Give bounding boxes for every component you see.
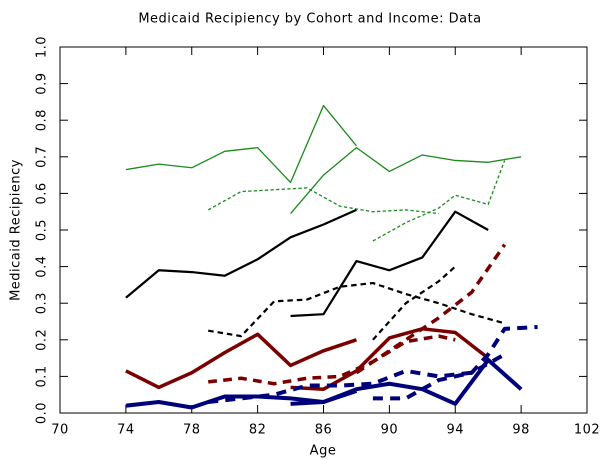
x-tick-label: 90 bbox=[381, 423, 399, 438]
plot-frame bbox=[59, 46, 588, 414]
series-line bbox=[208, 334, 456, 386]
y-tick-label: 0.8 bbox=[35, 109, 50, 131]
chart-title: Medicaid Recipiency by Cohort and Income… bbox=[138, 12, 481, 27]
series-line bbox=[125, 332, 357, 390]
y-tick-label: 0.5 bbox=[35, 219, 50, 241]
y-tick-label: 0.1 bbox=[35, 365, 50, 387]
series-line bbox=[355, 243, 507, 375]
x-tick-label: 102 bbox=[574, 423, 600, 438]
y-tick-label: 0.0 bbox=[35, 402, 50, 424]
x-tick-label: 78 bbox=[183, 423, 201, 438]
y-tick-label: 1.0 bbox=[35, 36, 50, 58]
y-tick-label: 0.6 bbox=[35, 182, 50, 204]
x-tick-label: 86 bbox=[315, 423, 333, 438]
series-line bbox=[290, 327, 490, 391]
series-line bbox=[125, 389, 358, 410]
series-line bbox=[372, 324, 538, 401]
series-line bbox=[290, 147, 522, 214]
y-axis-label: Medicaid Recipiency bbox=[9, 159, 24, 301]
y-tick-label: 0.9 bbox=[35, 73, 50, 95]
x-tick-label: 82 bbox=[249, 423, 267, 438]
y-tick-label: 0.7 bbox=[35, 146, 50, 168]
x-tick-label: 98 bbox=[512, 423, 530, 438]
y-tick-label: 0.4 bbox=[35, 256, 50, 278]
x-axis-label: Age bbox=[310, 444, 337, 459]
series-line bbox=[125, 208, 357, 299]
x-tick-label: 74 bbox=[117, 423, 135, 438]
x-tick-label: 94 bbox=[446, 423, 464, 438]
y-tick-label: 0.3 bbox=[35, 292, 50, 314]
series-line bbox=[125, 104, 357, 184]
series-line bbox=[208, 281, 505, 338]
series-line bbox=[372, 265, 456, 341]
x-tick-label: 70 bbox=[51, 423, 69, 438]
series-line bbox=[207, 187, 439, 215]
series-line bbox=[372, 160, 506, 242]
series-line bbox=[290, 210, 489, 318]
y-tick-label: 0.2 bbox=[35, 329, 50, 351]
